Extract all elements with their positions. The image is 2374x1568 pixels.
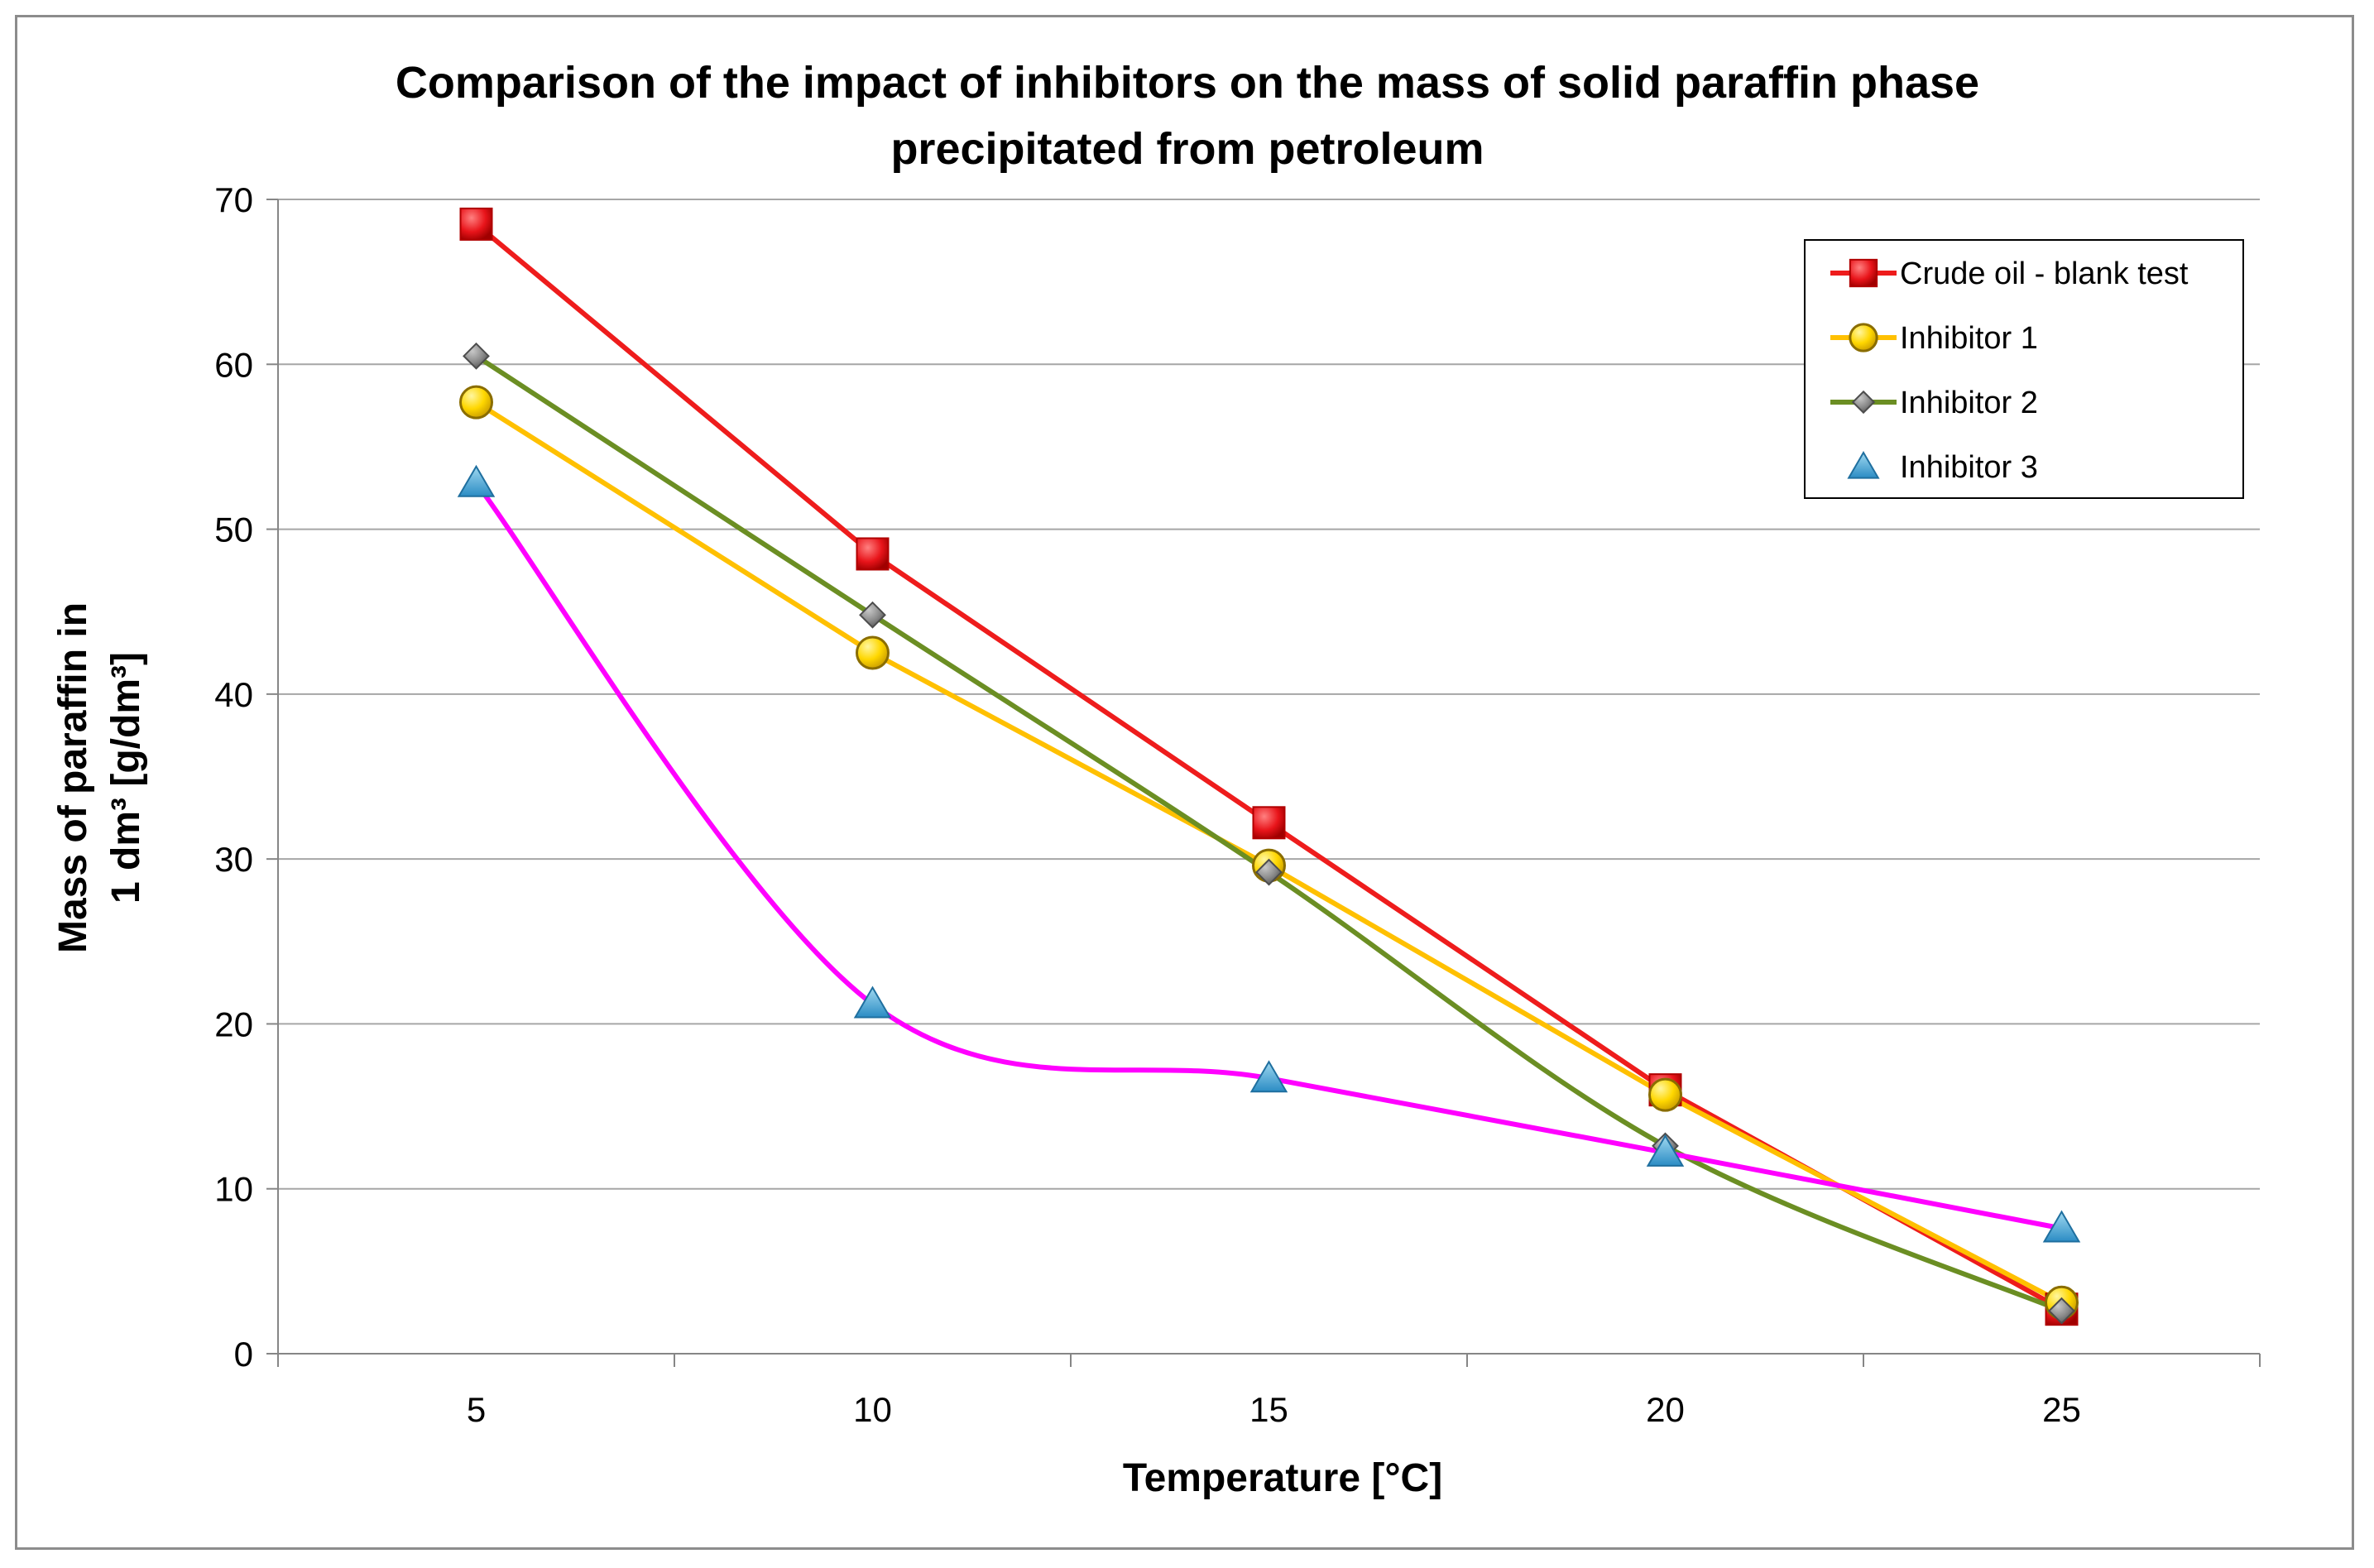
data-point-s1-x20 <box>1648 1077 1682 1112</box>
legend-marker-1 <box>1849 323 1878 352</box>
y-axis-ticks: 0 10 20 30 40 50 60 70 <box>214 180 278 1374</box>
chart-title-line-2: precipitated from petroleum <box>890 124 1484 174</box>
legend-label-3: Inhibitor 3 <box>1900 450 2038 485</box>
data-point-s3-x5 <box>457 464 496 497</box>
y-tick-label-40: 40 <box>214 675 253 714</box>
x-axis-ticks: 5 10 15 20 25 <box>277 1354 2261 1429</box>
legend-label-2: Inhibitor 2 <box>1900 386 2038 420</box>
series-markers <box>457 207 2081 1326</box>
data-point-s2-x5 <box>463 342 490 370</box>
y-tick-label-60: 60 <box>214 345 253 384</box>
y-tick-label-10: 10 <box>214 1170 253 1209</box>
chart-title-line-1: Comparison of the impact of inhibitors o… <box>396 58 1979 108</box>
data-point-s3-x25 <box>2042 1210 2081 1243</box>
axes <box>277 199 2260 1355</box>
legend-label-0: Crude oil - blank test <box>1900 257 2189 291</box>
x-tick-label-15: 15 <box>1249 1390 1288 1429</box>
legend-marker-2 <box>1851 390 1876 415</box>
y-axis-label: Mass of paraffin in 1 dm³ [g/dm³] <box>51 602 148 953</box>
data-point-s2-x25 <box>2048 1297 2075 1325</box>
y-tick-label-0: 0 <box>234 1335 253 1374</box>
x-tick-label-25: 25 <box>2042 1390 2081 1429</box>
data-point-s0-x15 <box>1252 806 1286 840</box>
data-point-s2-x15 <box>1255 858 1283 886</box>
data-point-s0-x10 <box>856 537 890 571</box>
y-axis-label-line-1: Mass of paraffin in <box>51 602 95 953</box>
data-point-s3-x20 <box>1646 1134 1685 1167</box>
x-tick-label-20: 20 <box>1646 1390 1685 1429</box>
legend-box <box>1804 239 2244 499</box>
series-line-3 <box>473 480 2065 1231</box>
x-tick-label-5: 5 <box>467 1390 486 1429</box>
data-point-s1-x10 <box>856 635 890 670</box>
legend-marker-3 <box>1847 451 1880 479</box>
y-tick-label-20: 20 <box>214 1005 253 1043</box>
y-tick-label-50: 50 <box>214 511 253 549</box>
data-point-s3-x15 <box>1249 1060 1288 1093</box>
legend: Crude oil - blank test Inhibitor 1 Inhibit… <box>1804 239 2244 499</box>
data-point-s1-x5 <box>459 385 493 420</box>
y-axis-label-line-2: 1 dm³ [g/dm³] <box>104 652 148 904</box>
data-point-s0-x5 <box>459 207 493 241</box>
x-tick-label-10: 10 <box>853 1390 892 1429</box>
data-point-s2-x10 <box>859 601 886 629</box>
y-tick-label-70: 70 <box>214 180 253 219</box>
chart-title: Comparison of the impact of inhibitors o… <box>396 58 1979 174</box>
legend-marker-0 <box>1849 258 1878 288</box>
x-axis-label: Temperature [°C] <box>1123 1456 1442 1500</box>
legend-label-1: Inhibitor 1 <box>1900 321 2038 356</box>
y-tick-label-30: 30 <box>214 840 253 879</box>
data-point-s3-x10 <box>853 985 892 1019</box>
